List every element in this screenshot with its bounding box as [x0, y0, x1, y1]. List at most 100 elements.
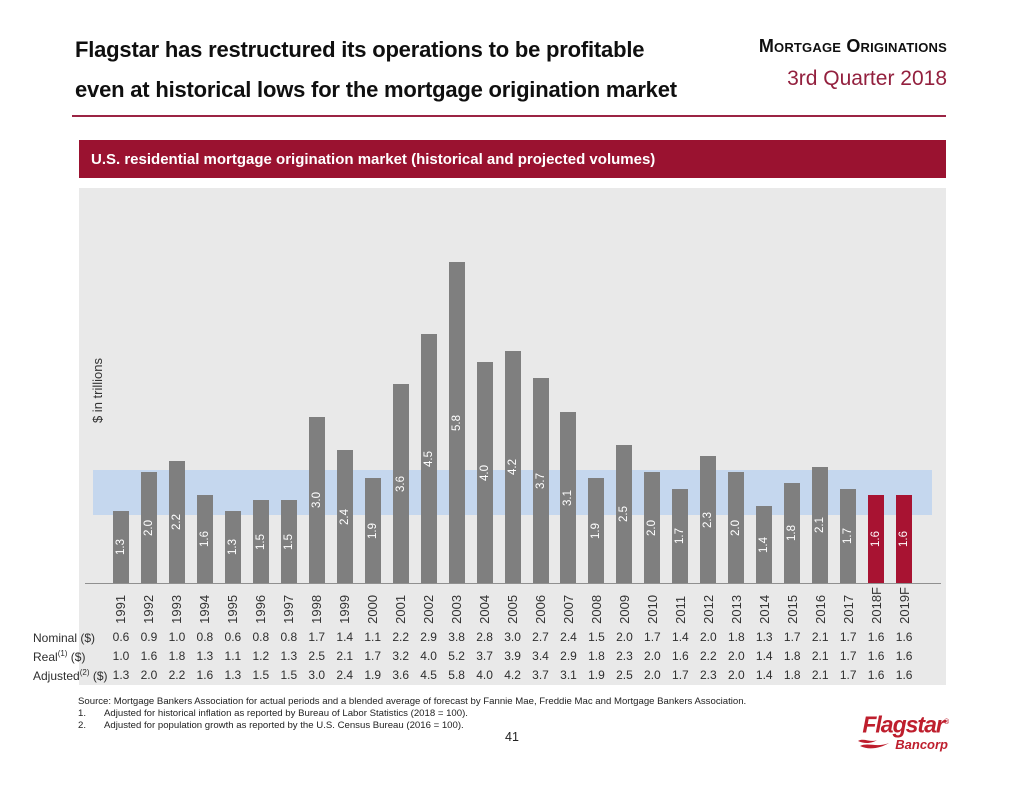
year-label-2013: 2013 — [728, 594, 744, 624]
page-title-line1: Flagstar has restructured its operations… — [75, 37, 645, 62]
table-cell: 1.8 — [168, 649, 186, 663]
table-cell: 3.2 — [392, 649, 410, 663]
year-label-1993: 1993 — [169, 594, 185, 624]
x-axis-line — [85, 583, 941, 584]
table-cell: 1.4 — [672, 630, 689, 644]
table-cell: 3.0 — [308, 668, 326, 682]
bar-1994: 1.6 — [196, 495, 213, 583]
bar-2014: 1.4 — [756, 506, 773, 583]
table-cell: 3.9 — [504, 649, 521, 663]
bar-column: 3.0 — [303, 188, 331, 583]
bar-column: 1.7 — [834, 188, 862, 583]
bar-2001: 3.6 — [392, 384, 409, 583]
table-cell: 0.9 — [140, 630, 158, 644]
table-cell: 2.3 — [699, 668, 717, 682]
year-label-2001: 2001 — [393, 594, 409, 624]
bar-2006: 3.7 — [532, 378, 549, 583]
table-cell: 1.2 — [252, 649, 270, 663]
bar-1993: 2.2 — [168, 461, 185, 583]
year-label-2012: 2012 — [700, 594, 716, 624]
table-cell: 2.3 — [616, 649, 633, 663]
table-cell: 5.8 — [448, 668, 465, 682]
footnote-2: 2. Adjusted for population growth as repo… — [78, 720, 464, 731]
table-cell: 1.6 — [867, 649, 885, 663]
header-right: Mortgage Originations 3rd Quarter 2018 — [759, 36, 947, 91]
bar-1999: 2.4 — [336, 450, 353, 583]
table-cell: 1.8 — [783, 668, 801, 682]
table-cell: 4.2 — [504, 668, 521, 682]
bar-value-label: 1.6 — [870, 531, 883, 547]
bar-column: 1.5 — [247, 188, 275, 583]
table-cell: 0.8 — [252, 630, 270, 644]
bar-1997: 1.5 — [280, 500, 297, 583]
bar-column: 1.6 — [191, 188, 219, 583]
table-cell: 2.1 — [336, 649, 354, 663]
bar-value-label: 4.2 — [506, 459, 519, 475]
table-cell: 2.0 — [727, 668, 745, 682]
bar-value-label: 1.6 — [898, 531, 911, 547]
bar-column: 1.3 — [219, 188, 247, 583]
table-cell: 0.6 — [224, 630, 242, 644]
table-cell: 2.2 — [699, 649, 717, 663]
bar-column: 1.5 — [275, 188, 303, 583]
table-row-real: Real(1) ($) 1.0 1.6 1.8 1.3 1.1 1.2 1.3 2.5 2.1 1… — [0, 649, 1024, 665]
table-cell: 2.8 — [476, 630, 493, 644]
logo-wordmark: Flagstar® — [862, 711, 949, 738]
year-label-1992: 1992 — [141, 594, 157, 624]
bar-value-label: 3.0 — [310, 492, 323, 508]
table-cell: 2.2 — [392, 630, 410, 644]
bar-value-label: 4.0 — [478, 464, 491, 481]
bar-value-label: 1.9 — [366, 522, 379, 539]
bar-column: 3.1 — [555, 188, 583, 583]
bar-value-label: 1.9 — [590, 522, 603, 539]
bar-value-label: 1.5 — [282, 533, 295, 550]
bar-1996: 1.5 — [252, 500, 269, 583]
bar-2016: 2.1 — [812, 467, 829, 583]
footnote-1: 1. Adjusted for historical inflation as r… — [78, 708, 468, 719]
table-cell: 1.5 — [588, 630, 605, 644]
year-label-2016: 2016 — [812, 594, 828, 624]
bar-2012: 2.3 — [700, 456, 717, 583]
bar-value-label: 1.3 — [226, 539, 239, 555]
bar-2009: 2.5 — [616, 445, 633, 583]
row-label-nominal: Nominal ($) — [33, 631, 96, 645]
bar-value-label: 1.3 — [114, 539, 127, 555]
table-cell: 1.1 — [224, 649, 242, 663]
table-cell: 1.7 — [839, 668, 857, 682]
year-label-2004: 2004 — [477, 594, 493, 624]
year-label-1998: 1998 — [309, 594, 325, 624]
table-cell: 2.7 — [532, 630, 549, 644]
table-cell: 1.6 — [895, 668, 913, 682]
bar-1998: 3.0 — [308, 417, 325, 583]
table-cell: 1.7 — [839, 630, 857, 644]
table-cell: 1.8 — [783, 649, 801, 663]
page-title-line2: even at historical lows for the mortgage… — [75, 77, 677, 102]
year-label-2015: 2015 — [784, 594, 800, 624]
table-cell: 1.6 — [895, 649, 913, 663]
table-cell: 1.9 — [588, 668, 605, 682]
table-cell: 2.4 — [336, 668, 354, 682]
bar-value-label: 1.8 — [786, 525, 799, 541]
table-cell: 1.4 — [336, 630, 354, 644]
year-label-2005: 2005 — [505, 594, 521, 624]
table-cell: 3.7 — [476, 649, 493, 663]
table-cell: 2.5 — [616, 668, 633, 682]
table-cell: 2.0 — [644, 668, 661, 682]
quarter-label: 3rd Quarter 2018 — [787, 67, 947, 90]
bar-value-label: 2.2 — [170, 514, 183, 530]
table-cell: 1.6 — [895, 630, 913, 644]
bar-value-label: 2.0 — [646, 519, 659, 536]
table-cell: 1.3 — [196, 649, 214, 663]
chart-panel: 1.3 2.0 2.2 1.6 1.3 1.5 1.5 3.0 2.4 1.9 3.6 4.5 5.8 4… — [79, 188, 946, 685]
year-label-2006: 2006 — [533, 594, 549, 624]
bar-value-label: 2.0 — [142, 519, 155, 536]
row-values-adjusted: 1.3 2.0 2.2 1.6 1.3 1.5 1.5 3.0 2.4 1.9 3.6 4.5 5.8 4… — [107, 668, 918, 682]
table-cell: 4.5 — [420, 668, 437, 682]
bar-column: 1.3 — [107, 188, 135, 583]
bar-2005: 4.2 — [504, 351, 521, 583]
bar-value-label: 1.7 — [842, 528, 855, 544]
table-cell: 2.9 — [420, 630, 437, 644]
bar-column: 4.2 — [499, 188, 527, 583]
bar-2008: 1.9 — [588, 478, 605, 583]
